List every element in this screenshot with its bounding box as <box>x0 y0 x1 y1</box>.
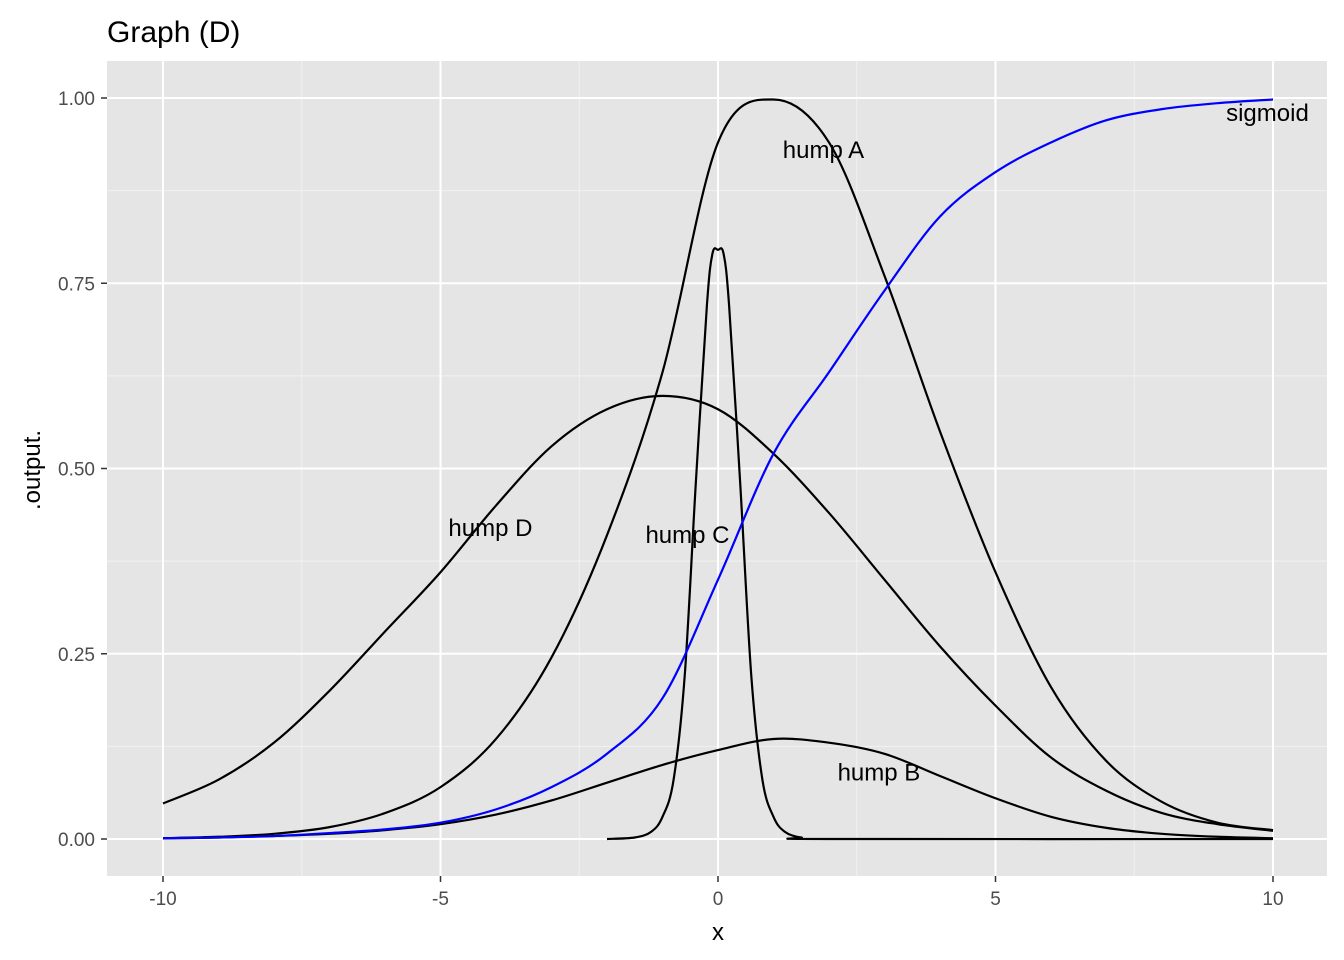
y-axis: 0.00 0.25 0.50 0.75 1.00 <box>58 89 107 851</box>
y-tick-label: 0.25 <box>58 645 95 666</box>
curve-labels: hump A hump B hump C hump D sigmoid <box>448 100 1308 786</box>
major-gridlines <box>107 61 1327 876</box>
y-tick-label: 0.00 <box>58 830 95 851</box>
label-hump-d: hump D <box>448 515 532 542</box>
label-hump-c: hump C <box>645 522 729 549</box>
x-tick-label: 10 <box>1262 889 1283 910</box>
curve-hump-a <box>162 98 1274 840</box>
chart-title: Graph (D) <box>107 16 240 49</box>
x-axis-title: x <box>712 919 724 946</box>
y-tick-label: 0.75 <box>58 274 95 295</box>
label-hump-a: hump A <box>783 137 864 164</box>
label-hump-b: hump B <box>838 759 921 786</box>
curve-sigmoid <box>162 98 1274 840</box>
curve-hump-d <box>162 394 1274 832</box>
y-axis-title: .output. <box>19 430 46 510</box>
x-tick-label: -5 <box>432 889 449 910</box>
y-tick-label: 0.50 <box>58 460 95 481</box>
x-tick-label: 0 <box>713 889 724 910</box>
x-axis: -10 -5 0 5 10 <box>149 876 1284 910</box>
curves <box>162 98 1274 841</box>
curve-hump-c <box>606 247 1274 841</box>
x-tick-label: -10 <box>149 889 176 910</box>
y-tick-label: 1.00 <box>58 89 95 110</box>
label-sigmoid: sigmoid <box>1226 100 1309 127</box>
x-tick-label: 5 <box>990 889 1001 910</box>
